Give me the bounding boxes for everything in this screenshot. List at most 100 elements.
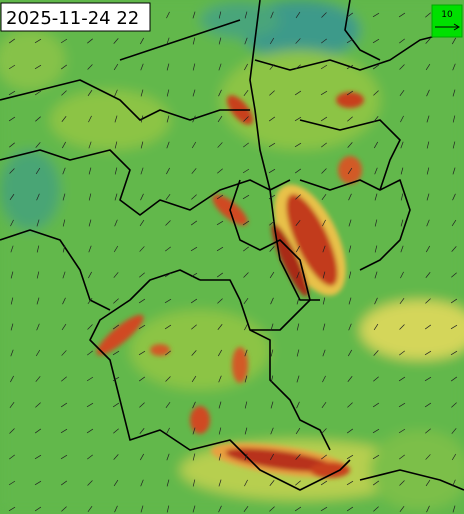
wind-arrow [35,167,41,175]
wind-arrow [452,167,456,175]
wind-arrow [296,271,300,279]
wind-arrow [86,428,94,434]
wind-arrow [320,506,328,512]
wind-arrow [450,298,458,304]
wind-arrow [60,64,68,70]
wind-arrow [88,141,92,149]
wind-arrow [347,116,353,122]
wind-arrow [8,64,16,70]
wind-arrow [450,324,458,330]
wind-arrow [87,505,93,513]
wind-arrow [243,89,249,97]
wind-arrow [138,324,146,330]
wind-arrow [348,323,352,331]
wind-arrow [35,142,41,148]
wind-arrow [425,479,431,487]
border-line [249,329,331,451]
wind-arrow [426,193,430,201]
wind-arrow [348,219,352,227]
wind-arrow [112,324,120,330]
wind-arrow [164,298,172,304]
wind-arrow [296,297,300,305]
wind-arrow [217,168,223,174]
wind-arrow [346,90,354,96]
wind-arrow [322,271,326,279]
wind-arrow [190,246,198,252]
wind-arrow [320,116,328,122]
wind-arrow [424,376,432,382]
wind-arrow [166,141,170,149]
wind-arrow [398,12,406,18]
wind-arrow [373,376,379,382]
wind-arrow [400,219,404,227]
wind-arrow [218,63,222,71]
wind-arrow [294,142,302,148]
wind-arrow [9,401,15,409]
wind-arrow [87,324,93,330]
wind-arrow [244,427,248,435]
wind-arrow [87,64,93,70]
wind-arrow [114,193,118,201]
wind-arrow [424,402,432,408]
wind-arrow [347,167,353,175]
wind-arrow [269,271,275,279]
wind-arrow [62,167,66,175]
wind-arrow [374,271,378,279]
wind-arrow [216,220,224,226]
wind-arrow [62,271,66,279]
border-line [200,179,311,331]
wind-arrow [113,454,119,460]
wind-arrow [62,245,66,253]
wind-arrow [9,168,15,174]
wind-arrow [346,38,354,44]
wind-arrow [10,349,14,357]
wind-arrow [399,454,405,460]
wind-arrow [270,375,274,383]
wind-arrow [217,324,223,330]
wind-arrow [87,297,93,305]
wind-arrow [217,298,223,304]
wind-arrow [268,194,276,200]
wind-arrow [268,142,276,148]
wind-arrow [139,272,145,278]
wind-arrow [36,297,40,305]
wind-arrow [216,272,224,278]
wind-arrow [34,506,42,512]
wind-arrow [374,167,378,175]
wind-arrow [320,480,328,486]
wind-arrow [296,323,300,331]
wind-arrow [399,324,405,330]
wind-arrow [140,141,144,149]
legend-label: 10 [441,10,453,20]
wind-arrow [218,427,222,435]
wind-arrow [372,454,380,460]
wind-arrow [452,193,456,201]
wind-arrow [269,90,275,96]
wind-arrow [87,350,93,356]
wind-arrow [450,350,458,356]
wind-arrow [270,427,274,435]
wind-arrow [321,454,327,460]
wind-arrow [140,115,144,123]
wind-arrow [322,323,326,331]
wind-arrow [399,89,405,97]
wind-arrow [295,38,301,44]
wind-arrow [243,272,249,278]
wind-arrow [244,323,248,331]
wind-arrow [216,246,224,252]
wind-arrow [320,64,328,70]
wind-arrow [425,38,431,44]
wind-arrow [399,38,405,44]
wind-arrow [61,506,67,512]
wind-arrow [243,505,249,513]
wind-arrow [270,11,274,19]
wind-arrow [243,116,249,122]
wind-arrow [9,193,15,201]
wind-arrow [374,245,378,253]
wind-arrow [269,220,275,226]
wind-arrow [399,297,405,305]
wind-arrow [347,402,353,408]
wind-arrow [399,505,405,513]
wind-arrow [400,167,404,175]
